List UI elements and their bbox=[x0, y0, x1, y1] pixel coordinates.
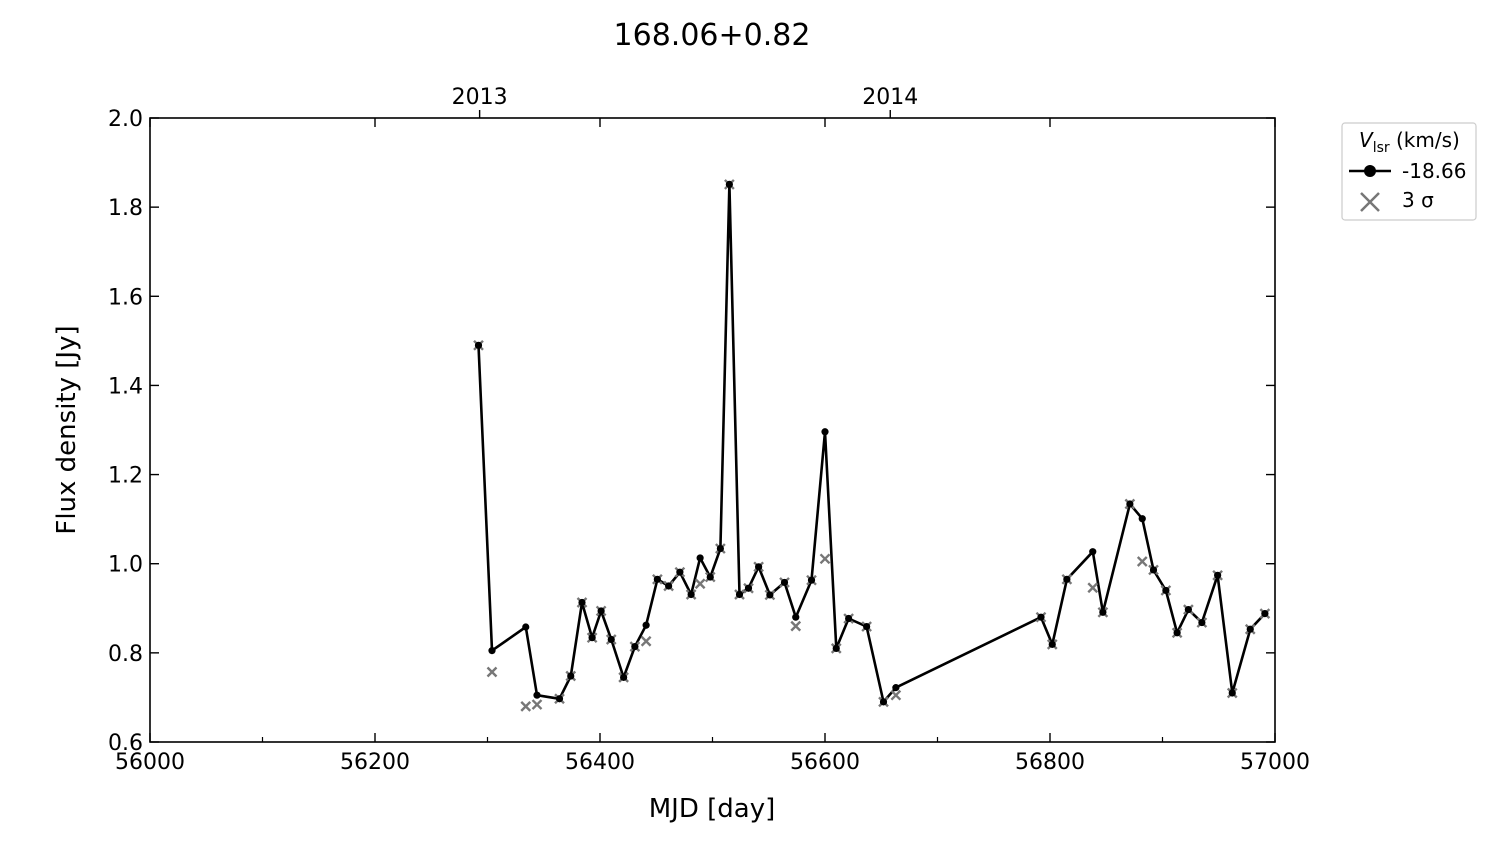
x-axis: 56000 56200 56400 56600 56800 57000 bbox=[115, 118, 1310, 775]
data-point bbox=[807, 576, 816, 584]
data-point bbox=[792, 613, 800, 621]
legend-title: Vlsr (km/s) bbox=[1359, 128, 1460, 156]
data-point bbox=[863, 622, 871, 631]
data-point bbox=[1246, 625, 1254, 633]
sigma-marker bbox=[640, 635, 652, 647]
y-tick-label: 0.6 bbox=[108, 731, 143, 756]
data-point bbox=[766, 591, 774, 599]
sigma-marker bbox=[1136, 556, 1148, 567]
sigma-marker bbox=[790, 620, 802, 632]
plot-area-border bbox=[149, 117, 1276, 743]
data-point bbox=[744, 584, 753, 592]
y-tick-label: 0.8 bbox=[108, 642, 143, 667]
y-tick-label: 1.4 bbox=[108, 374, 143, 399]
y-tick-label: 2.0 bbox=[108, 107, 143, 132]
y-axis-label: Flux density [Jy] bbox=[52, 325, 82, 534]
data-point bbox=[716, 544, 724, 553]
data-point bbox=[1261, 610, 1269, 618]
data-point bbox=[725, 180, 733, 189]
x-axis-label: MJD [day] bbox=[649, 794, 776, 824]
y-tick-label: 1.0 bbox=[108, 553, 143, 578]
sigma-marker bbox=[694, 578, 706, 590]
sigma-marker bbox=[531, 699, 543, 710]
legend-title-symbol: V bbox=[1359, 128, 1374, 152]
data-point bbox=[533, 691, 541, 699]
data-point bbox=[555, 695, 564, 703]
sigma-marker bbox=[819, 553, 831, 565]
top-year-axis: 2013 2014 bbox=[452, 85, 918, 118]
x-tick-label: 56000 bbox=[115, 750, 185, 775]
chart-title: 168.06+0.82 bbox=[614, 18, 811, 53]
data-point bbox=[892, 684, 900, 692]
series-line-group bbox=[477, 183, 1266, 704]
data-point bbox=[1048, 640, 1056, 648]
data-point bbox=[879, 698, 888, 706]
data-point bbox=[474, 341, 483, 349]
y-tick-label: 1.6 bbox=[108, 285, 143, 310]
data-point bbox=[1228, 689, 1236, 697]
data-point bbox=[631, 643, 639, 651]
y-axis: 0.6 0.8 1.0 1.2 1.4 1.6 1.8 2.0 bbox=[108, 107, 1275, 756]
data-point bbox=[607, 635, 615, 644]
data-point bbox=[1126, 500, 1134, 508]
data-point bbox=[1214, 571, 1222, 579]
data-point bbox=[755, 563, 763, 571]
data-point bbox=[696, 554, 704, 562]
data-point bbox=[1162, 586, 1170, 595]
sigma-marker bbox=[890, 689, 902, 701]
year-tick-label: 2013 bbox=[452, 85, 508, 110]
legend-sigma-label: 3 σ bbox=[1402, 188, 1434, 212]
y-tick-label: 1.8 bbox=[108, 196, 143, 221]
sigma-marker bbox=[520, 700, 532, 712]
data-point bbox=[1198, 618, 1206, 627]
series-line-18-66 bbox=[477, 183, 1266, 704]
data-point bbox=[1063, 575, 1071, 583]
x-tick-label: 56400 bbox=[565, 750, 635, 775]
x-tick-label: 56600 bbox=[790, 750, 860, 775]
data-point bbox=[821, 428, 829, 436]
x-tick-label: 56800 bbox=[1015, 750, 1085, 775]
legend-series-label: -18.66 bbox=[1402, 159, 1466, 183]
year-tick-label: 2014 bbox=[862, 85, 918, 110]
x-tick-label: 56200 bbox=[340, 750, 410, 775]
plot-frame bbox=[149, 117, 1276, 743]
sigma-marker bbox=[486, 666, 498, 678]
data-point bbox=[620, 673, 628, 681]
data-point bbox=[832, 644, 840, 653]
legend: Vlsr (km/s) -18.66 3 σ bbox=[1341, 122, 1477, 221]
data-point bbox=[488, 647, 496, 655]
series-point-group bbox=[474, 180, 1269, 706]
data-point bbox=[1138, 515, 1146, 523]
data-point bbox=[578, 598, 586, 607]
legend-series-marker bbox=[1364, 165, 1376, 177]
data-point bbox=[1037, 613, 1045, 621]
data-point bbox=[1099, 608, 1107, 616]
data-point bbox=[597, 607, 605, 615]
data-point bbox=[665, 582, 673, 590]
data-point bbox=[735, 590, 744, 599]
data-point bbox=[687, 590, 695, 599]
legend-sigma-marker bbox=[1360, 192, 1380, 212]
x-tick-label: 57000 bbox=[1240, 750, 1310, 775]
data-point bbox=[780, 578, 789, 587]
data-point bbox=[1184, 606, 1192, 614]
data-point bbox=[676, 568, 684, 576]
y-tick-label: 1.2 bbox=[108, 464, 143, 489]
data-point bbox=[1149, 566, 1158, 574]
data-point bbox=[1173, 629, 1181, 637]
data-point bbox=[588, 634, 596, 642]
data-point bbox=[706, 573, 714, 581]
data-point bbox=[653, 575, 661, 583]
legend-title-subscript: lsr bbox=[1373, 140, 1390, 156]
data-point bbox=[522, 623, 530, 631]
data-point bbox=[567, 672, 575, 680]
data-point bbox=[1089, 548, 1097, 556]
data-point bbox=[642, 621, 650, 629]
sigma-marker bbox=[1087, 582, 1099, 594]
legend-title-unit: (km/s) bbox=[1390, 128, 1460, 152]
data-point bbox=[845, 614, 853, 623]
